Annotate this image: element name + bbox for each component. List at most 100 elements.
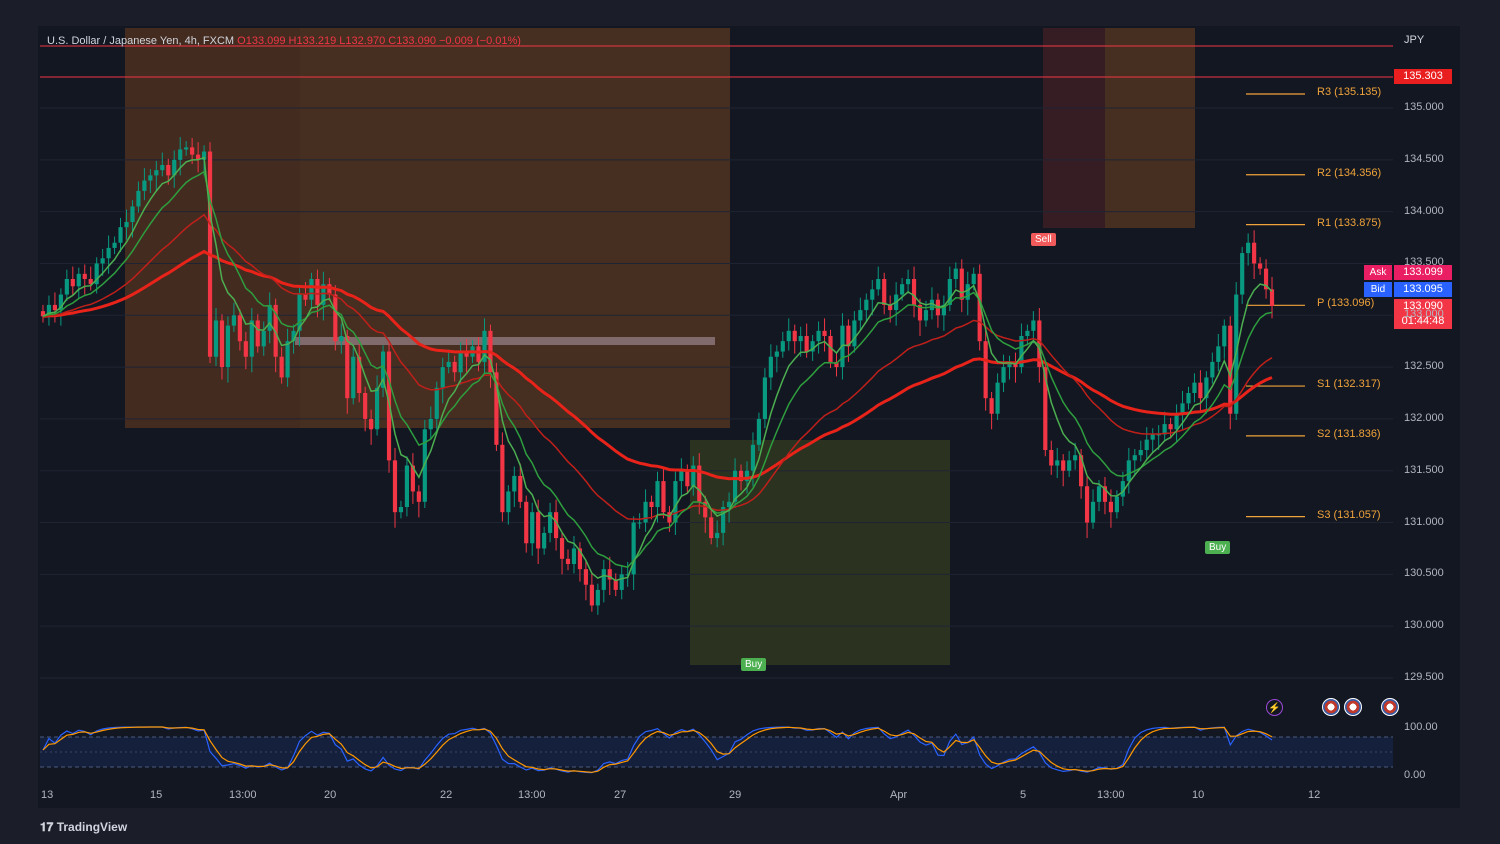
candle-body [1037,320,1042,368]
price-tick-label: 134.000 [1404,204,1444,217]
time-tick-label: 12 [1308,789,1321,801]
candle-body [941,304,946,316]
candle-body [709,517,714,539]
bid-price-tag: 133.095 [1394,282,1452,297]
candle-body [476,346,481,362]
bar-countdown: 01:44:48 [1394,314,1452,329]
candle-body [953,268,958,279]
candle-body [727,501,732,507]
time-tick-label: 29 [729,789,742,801]
candle-body [744,470,750,482]
candle-body [721,507,726,533]
candle-body [679,470,684,482]
candle-body [864,299,869,311]
candle-body [1079,455,1084,487]
candle-body [392,460,398,513]
candle-body [834,361,839,368]
candle-body [380,351,386,388]
candle-body [923,310,929,321]
candle-body [512,475,517,492]
candle-body [172,159,177,176]
candle-body [1090,501,1096,523]
candle-body [500,444,505,513]
osc-tick-0: 0.00 [1404,769,1426,781]
ema-fast-line [42,170,1273,569]
candle-body [977,273,982,342]
candle-body [816,330,821,342]
candle-body [1150,434,1155,440]
candle-body [846,325,851,347]
candle-body [559,538,565,559]
time-tick-label: 13:00 [518,789,546,801]
candle-body [911,279,917,305]
candle-body [643,501,648,523]
candle-body [959,268,964,300]
candle-body [404,465,410,507]
candle-body [1096,486,1102,502]
candle-body [219,320,225,368]
price-tick-label: 133.000 [1404,308,1444,321]
candle-body [1073,455,1078,461]
sell-signal[interactable]: Sell [1031,233,1056,246]
candle-body [416,491,421,502]
price-tick-label: 133.500 [1404,256,1444,269]
us-flag-icon[interactable] [1344,698,1362,716]
candle-body [691,465,696,487]
bid-label: Bid [1364,282,1392,297]
candle-body [822,330,827,336]
us-flag-icon[interactable] [1322,698,1340,716]
ema-faster-line [42,156,1273,582]
candle-body [255,320,260,347]
candle-body [1156,434,1161,436]
pivot-s1-label: S1 (132.317) [1317,378,1381,390]
candle-body [231,315,236,326]
candle-body [40,311,46,317]
candle-body [524,501,529,544]
time-tick-label: 20 [324,789,337,801]
candle-body [768,356,773,378]
symbol-title: U.S. Dollar / Japanese Yen, 4h, FXCM [47,35,235,47]
candle-body [82,273,87,279]
candle-body [1252,242,1257,264]
candle-body [357,356,362,393]
candle-body [631,522,636,575]
candle-body [213,320,219,357]
candle-body [446,361,451,368]
candle-body [1168,424,1173,430]
candle-body [1055,460,1060,466]
candle-body [1174,413,1179,430]
candle-body [184,147,189,150]
candle-body [458,351,463,373]
candle-body [351,356,356,399]
price-tick-label: 131.500 [1404,463,1444,476]
candle-body [798,336,803,342]
us-flag-icon[interactable] [1381,698,1399,716]
candle-body [321,284,326,305]
candle-body [852,320,857,347]
candle-body [1067,460,1072,471]
candle-body [1102,486,1108,502]
candle-body [363,393,368,419]
candle-body [1019,336,1024,368]
buy-signal[interactable]: Buy [741,658,767,671]
candle-body [1228,325,1233,414]
candle-body [76,273,81,287]
candle-body [64,279,69,295]
candle-body [428,418,433,430]
candle-body [1049,450,1054,466]
time-tick-label: 10 [1192,789,1205,801]
candle-body [649,501,654,507]
candle-body [410,465,415,492]
candle-body [201,151,207,160]
candle-body [888,304,893,311]
candle-body [1204,377,1209,399]
tradingview-logo[interactable]: 𝟏𝟕 TradingView [40,820,127,835]
candle-body [434,387,439,419]
pivot-r3-label: R3 (135.135) [1317,86,1382,98]
currency-label: JPY [1404,34,1425,46]
candle-body [225,325,231,368]
bolt-icon[interactable]: ⚡ [1266,699,1283,716]
buy-signal[interactable]: Buy [1205,541,1231,554]
signal-zone [1105,28,1195,228]
